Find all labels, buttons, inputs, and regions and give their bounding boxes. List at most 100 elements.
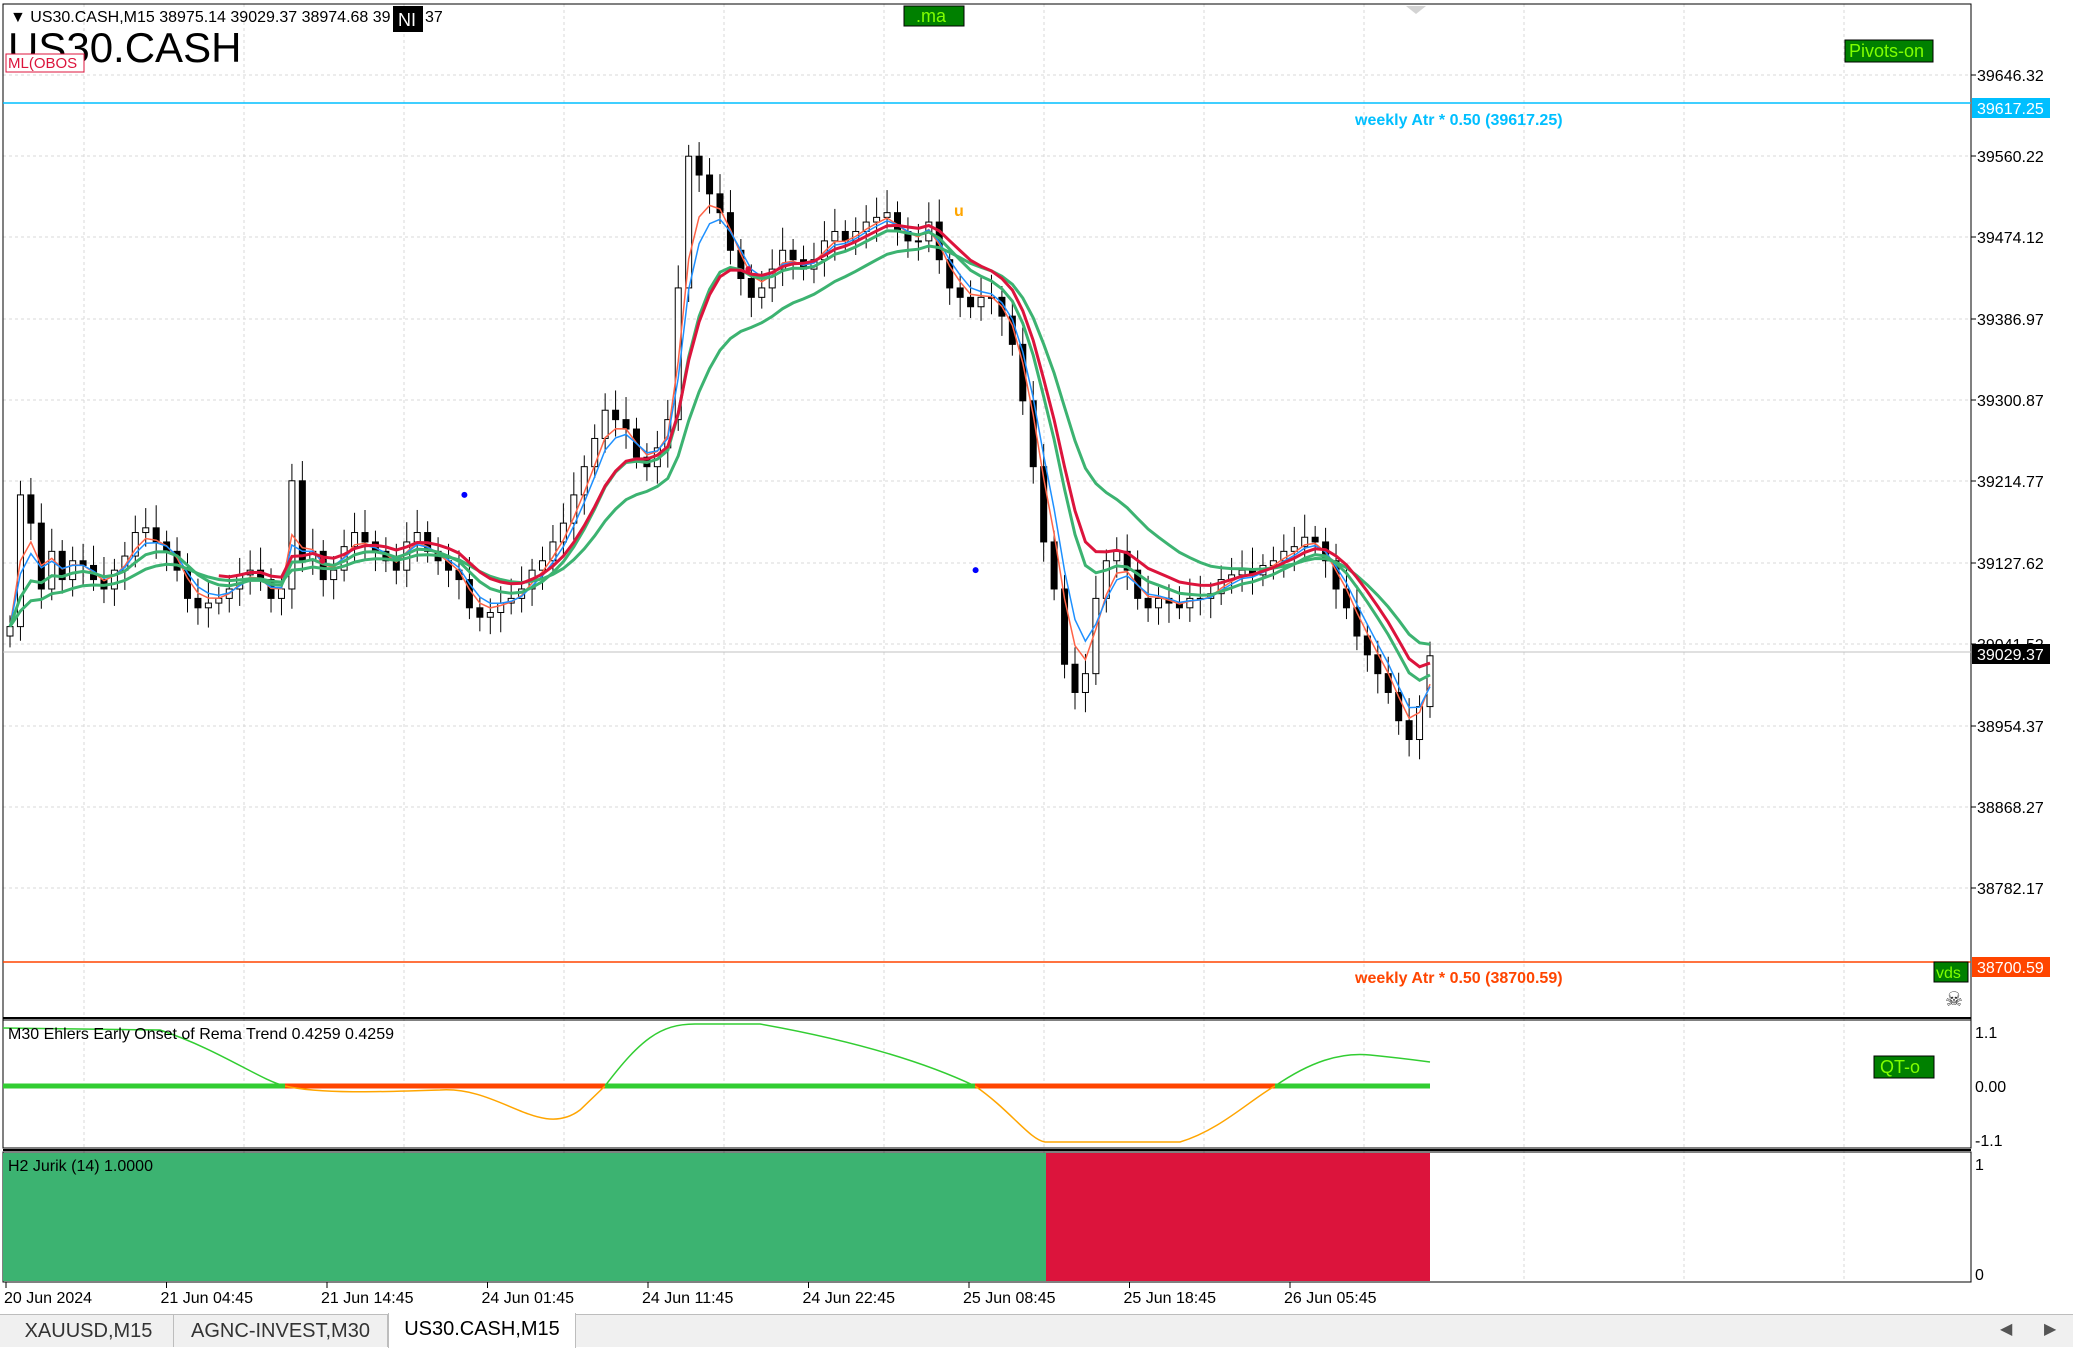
vds-button-label: vds [1936, 965, 1961, 982]
time-tick-label: 21 Jun 14:45 [321, 1290, 414, 1307]
time-tick-label: 20 Jun 2024 [4, 1290, 92, 1307]
candle-body [967, 296, 975, 308]
tab-agnc-invest[interactable]: AGNC-INVEST,M30 [174, 1315, 388, 1347]
osc-line-bull [604, 1023, 976, 1087]
candle-body [539, 560, 546, 571]
candle-body [131, 532, 139, 557]
atr-upper-text: weekly Atr * 0.50 (39617.25) [1354, 112, 1563, 129]
atr-lower-price-label: 38700.59 [1977, 960, 2044, 977]
osc-line-bear [284, 1085, 606, 1120]
fast-ma-line [9, 204, 1431, 720]
ni-badge[interactable] [393, 6, 423, 32]
candle-body [1144, 597, 1152, 609]
green-slow-ma-line [8, 244, 1431, 646]
moving-average-lines [8, 204, 1431, 720]
jurik-bull-block [3, 1153, 1046, 1281]
candle-body [1071, 663, 1079, 693]
current-price-box [1972, 644, 2050, 664]
candle-body [351, 532, 359, 548]
candle-body [1301, 536, 1309, 548]
ma-button-label: .ma [916, 6, 947, 26]
symbol-info-text: ▼ US30.CASH,M15 38975.14 39029.37 38974.… [10, 9, 391, 26]
price-tick-label: 38954.37 [1977, 719, 2044, 736]
candle-body [591, 437, 599, 468]
time-tick-label: 24 Jun 22:45 [803, 1290, 896, 1307]
osc-tick-label: -1.1 [1975, 1133, 2003, 1150]
time-axis[interactable]: 20 Jun 2024 21 Jun 04:45 21 Jun 14:45 24 Ju… [4, 1282, 1377, 1307]
jurik-tick-label: 0 [1975, 1267, 1984, 1284]
candle-body [194, 597, 202, 609]
ehlers-oscillator [2, 1023, 1431, 1143]
candle-body [1426, 655, 1434, 708]
signal-u-icon: u [954, 203, 964, 220]
candle-body [1102, 560, 1110, 599]
candle-body [747, 278, 755, 298]
skull-icon[interactable]: ☠ [1945, 989, 1963, 1011]
tab-xauusd[interactable]: XAUUSD,M15 [4, 1315, 174, 1347]
candle-body [695, 155, 703, 176]
candle-body [601, 409, 609, 439]
candle-body [716, 193, 724, 214]
price-tick-label: 38782.17 [1977, 881, 2044, 898]
candle-body [215, 597, 223, 604]
price-axis[interactable]: 39646.32 39560.22 39474.12 39386.97 39300.87… [1971, 68, 2044, 1284]
price-tick-label: 39300.87 [1977, 393, 2044, 410]
pivots-button[interactable] [1844, 39, 1934, 63]
candle-body [1113, 550, 1121, 562]
price-tick-label: 39214.77 [1977, 474, 2044, 491]
tab-us30-cash[interactable]: US30.CASH,M15 [388, 1313, 576, 1348]
candle-body [789, 249, 797, 261]
ma-button[interactable] [903, 5, 965, 27]
candle-body [956, 287, 964, 298]
time-tick-label: 26 Jun 05:45 [1284, 1290, 1377, 1307]
candle-body [873, 216, 881, 223]
price-tick-label: 39386.97 [1977, 312, 2044, 329]
scroll-left-icon[interactable]: ◀ [2000, 1321, 2013, 1338]
atr-lower-price-box [1972, 957, 2050, 977]
candle-body [977, 296, 985, 308]
candle-body [152, 527, 160, 543]
vds-button[interactable] [1933, 961, 1969, 983]
time-tick-label: 25 Jun 18:45 [1124, 1290, 1217, 1307]
candle-body [779, 249, 787, 270]
symbol-info-tail: 37 [425, 9, 443, 26]
indicator2-label: H2 Jurik (14) 1.0000 [8, 1158, 153, 1175]
scroll-right-icon[interactable]: ▶ [2044, 1321, 2057, 1338]
candle-body [413, 532, 421, 543]
candle-body [894, 212, 901, 232]
candle-body [1311, 536, 1319, 543]
signal-dot [319, 557, 326, 564]
candle-body [1155, 597, 1163, 609]
candle-body [758, 287, 766, 298]
candle-body [27, 494, 35, 524]
candle-body [48, 550, 56, 590]
candle-body [476, 607, 484, 618]
shift-marker-icon[interactable] [1406, 6, 1426, 14]
candle-body [622, 419, 630, 430]
obos-button[interactable] [5, 53, 85, 73]
qt-button[interactable] [1873, 1055, 1935, 1079]
candle-body [883, 212, 891, 218]
candle-body [580, 466, 588, 496]
candle-body [1363, 635, 1371, 656]
ni-badge-text: NI [398, 10, 416, 30]
candle-body [142, 527, 150, 534]
candle-body [1061, 588, 1069, 665]
candle-body [685, 155, 693, 289]
candle-body [1019, 343, 1027, 402]
osc-line-bull [1274, 1053, 1431, 1087]
price-tick-label: 39127.62 [1977, 556, 2044, 573]
candle-body [6, 626, 14, 637]
price-tick-label: 39560.22 [1977, 149, 2044, 166]
candle-body [204, 602, 212, 609]
time-tick-label: 21 Jun 04:45 [161, 1290, 254, 1307]
candle-body [1342, 588, 1350, 609]
current-price-label: 39029.37 [1977, 647, 2044, 664]
price-tick-label: 38868.27 [1977, 800, 2044, 817]
pivots-button-label: Pivots-on [1849, 41, 1924, 61]
atr-upper-price-label: 39617.25 [1977, 101, 2044, 118]
time-tick-label: 24 Jun 11:45 [642, 1290, 733, 1307]
candle-body [277, 588, 285, 599]
candle-body [486, 612, 494, 618]
